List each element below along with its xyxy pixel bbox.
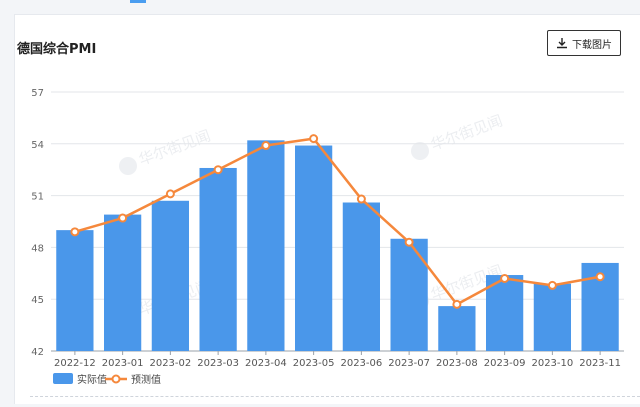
legend-label-forecast: 预测值 xyxy=(131,373,161,386)
download-icon xyxy=(556,37,568,49)
y-tick-label: 45 xyxy=(31,295,44,306)
top-accent-bar xyxy=(130,0,146,3)
x-tick-label: 2023-09 xyxy=(484,358,526,369)
x-tick-label: 2023-06 xyxy=(340,358,382,369)
bar-actual-2023-10 xyxy=(533,283,571,351)
forecast-point-2023-06 xyxy=(356,194,366,204)
y-tick-label: 54 xyxy=(31,140,44,151)
forecast-point-2023-02 xyxy=(165,189,175,199)
forecast-point-2023-08 xyxy=(452,299,462,309)
watermark-logo-icon xyxy=(411,142,429,160)
bar-actual-2023-05 xyxy=(295,145,333,351)
legend-swatch-actual xyxy=(53,373,73,384)
forecast-point-2023-01 xyxy=(118,213,128,223)
forecast-point-2023-10 xyxy=(547,280,557,290)
forecast-point-2023-05 xyxy=(309,134,319,144)
download-image-button[interactable]: 下载图片 xyxy=(547,30,621,56)
y-tick-label: 48 xyxy=(31,243,44,254)
download-label: 下载图片 xyxy=(572,39,612,51)
chart-title: 德国综合PMI xyxy=(17,42,97,57)
forecast-point-2023-09 xyxy=(500,273,510,283)
x-tick-label: 2023-10 xyxy=(531,358,573,369)
bottom-divider xyxy=(30,396,640,397)
y-tick-label: 57 xyxy=(31,88,44,99)
forecast-point-2023-11 xyxy=(595,272,605,282)
watermark-logo-icon xyxy=(119,157,137,175)
watermark-text: 华尔街见闻 xyxy=(428,111,505,154)
y-tick-label: 51 xyxy=(31,192,44,203)
x-tick-label: 2023-08 xyxy=(436,358,478,369)
x-tick-label: 2023-04 xyxy=(245,358,287,369)
forecast-point-2023-03 xyxy=(213,165,223,175)
x-tick-label: 2023-02 xyxy=(149,358,191,369)
forecast-point-2023-04 xyxy=(261,141,271,151)
bar-actual-2022-12 xyxy=(56,230,94,351)
forecast-point-2023-07 xyxy=(404,237,414,247)
legend-label-actual: 实际值 xyxy=(77,373,107,386)
forecast-line xyxy=(74,137,601,306)
bar-actual-2023-08 xyxy=(438,306,476,351)
x-tick-label: 2023-11 xyxy=(579,358,621,369)
forecast-point-2022-12 xyxy=(70,227,80,237)
bar-actual-2023-01 xyxy=(104,214,142,351)
legend-swatch-forecast-point xyxy=(111,374,121,384)
bar-actual-2023-09 xyxy=(486,275,524,351)
bar-actual-2023-03 xyxy=(199,167,237,351)
x-tick-label: 2023-03 xyxy=(197,358,239,369)
bar-actual-2023-02 xyxy=(151,200,189,351)
bar-actual-2023-07 xyxy=(390,238,428,351)
x-tick-label: 2022-12 xyxy=(54,358,96,369)
y-tick-label: 42 xyxy=(31,347,44,358)
x-tick-label: 2023-05 xyxy=(293,358,335,369)
watermark-text: 华尔街见闻 xyxy=(136,126,213,169)
bar-actual-2023-04 xyxy=(247,140,285,351)
x-tick-label: 2023-01 xyxy=(102,358,144,369)
bar-actual-2023-06 xyxy=(342,202,380,351)
x-tick-label: 2023-07 xyxy=(388,358,430,369)
